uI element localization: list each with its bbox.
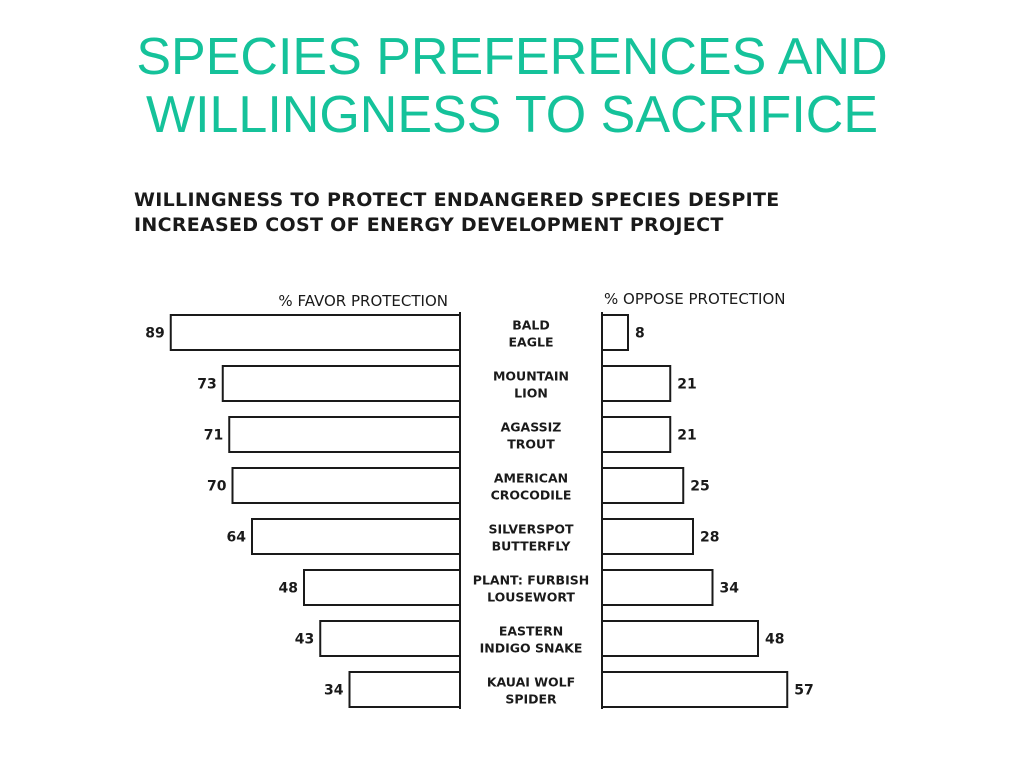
category-label-line: LOUSEWORT xyxy=(487,590,575,605)
category-label-line: AMERICAN xyxy=(494,471,568,486)
data-label-favor: 73 xyxy=(197,377,216,393)
data-label-favor: 64 xyxy=(227,530,247,546)
bar-oppose xyxy=(601,518,694,555)
chart-title-line-1: WILLINGNESS TO PROTECT ENDANGERED SPECIE… xyxy=(134,189,780,211)
data-label-favor: 34 xyxy=(324,683,344,699)
data-label-favor: 48 xyxy=(279,581,298,597)
category-label: AGASSIZ TROUT xyxy=(501,420,562,452)
category-label: KAUAI WOLF SPIDER xyxy=(487,675,575,707)
data-label-oppose: 34 xyxy=(720,581,740,597)
category-label-line: SILVERSPOT xyxy=(488,522,574,537)
bar-favor xyxy=(221,365,461,402)
bar-oppose xyxy=(601,365,672,402)
category-label: AMERICAN CROCODILE xyxy=(491,471,572,503)
category-label-line: PLANT: FURBISH xyxy=(473,573,589,588)
category-label-line: CROCODILE xyxy=(491,488,572,503)
chart-title: WILLINGNESS TO PROTECT ENDANGERED SPECIE… xyxy=(134,188,780,238)
page-title: SPECIES PREFERENCES AND WILLINGNESS TO S… xyxy=(0,28,1024,144)
page-title-line-2: WILLINGNESS TO SACRIFICE xyxy=(145,86,878,144)
series-label-favor: % FAVOR PROTECTION xyxy=(278,292,448,310)
series-label-oppose: % OPPOSE PROTECTION xyxy=(604,290,786,308)
bar-oppose xyxy=(601,467,685,504)
data-label-favor: 71 xyxy=(204,428,223,444)
category-label: SILVERSPOT BUTTERFLY xyxy=(488,522,574,554)
category-label-line: INDIGO SNAKE xyxy=(480,641,583,656)
bar-favor xyxy=(251,518,461,555)
category-label-line: KAUAI WOLF xyxy=(487,675,575,690)
data-label-oppose: 28 xyxy=(700,530,719,546)
category-label-line: TROUT xyxy=(507,437,555,452)
bar-oppose xyxy=(601,569,714,606)
data-label-oppose: 25 xyxy=(690,479,709,495)
category-label: BALD EAGLE xyxy=(509,318,554,350)
bar-oppose xyxy=(601,671,789,708)
bar-oppose xyxy=(601,314,629,351)
bar-favor xyxy=(303,569,461,606)
bar-favor xyxy=(348,671,461,708)
category-label-line: SPIDER xyxy=(505,692,557,707)
data-label-oppose: 21 xyxy=(677,428,696,444)
data-label-oppose: 8 xyxy=(635,326,645,342)
bar-favor xyxy=(228,416,461,453)
category-label-line: LION xyxy=(514,386,548,401)
category-label-line: BUTTERFLY xyxy=(492,539,572,554)
category-label-line: BALD xyxy=(512,318,550,333)
category-label-line: EAGLE xyxy=(509,335,554,350)
bar-oppose xyxy=(601,416,672,453)
data-label-favor: 43 xyxy=(295,632,314,648)
bar-favor xyxy=(231,467,461,504)
category-label-line: EASTERN xyxy=(499,624,563,639)
category-label: PLANT: FURBISH LOUSEWORT xyxy=(473,573,589,605)
bar-favor xyxy=(319,620,461,657)
page-title-line-1: SPECIES PREFERENCES AND xyxy=(136,28,888,86)
category-label-line: AGASSIZ xyxy=(501,420,562,435)
category-label-line: MOUNTAIN xyxy=(493,369,569,384)
data-label-favor: 70 xyxy=(207,479,227,495)
bar-favor xyxy=(169,314,461,351)
data-label-favor: 89 xyxy=(145,326,164,342)
category-label: EASTERN INDIGO SNAKE xyxy=(480,624,583,656)
chart-title-line-2: INCREASED COST OF ENERGY DEVELOPMENT PRO… xyxy=(134,214,724,236)
data-label-oppose: 57 xyxy=(794,683,813,699)
category-label: MOUNTAIN LION xyxy=(493,369,569,401)
bar-oppose xyxy=(601,620,759,657)
data-label-oppose: 48 xyxy=(765,632,784,648)
data-label-oppose: 21 xyxy=(677,377,696,393)
